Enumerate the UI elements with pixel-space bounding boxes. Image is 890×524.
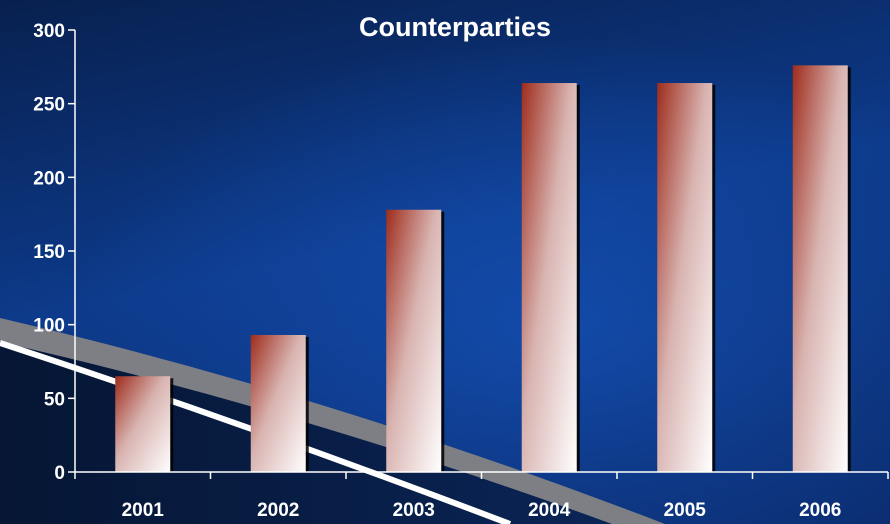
- y-tick-label: 250: [33, 95, 65, 116]
- x-ticks: 2001 2002 2003 2004 2005 2006: [74, 472, 889, 521]
- bar-2003: [386, 209, 442, 472]
- bar-2001: [115, 376, 171, 472]
- y-tick-label: 100: [33, 316, 65, 337]
- x-tick-label: 2004: [528, 500, 571, 521]
- y-ticks: 0 50 100 150 200 250 300: [33, 21, 75, 484]
- bars: [115, 65, 851, 473]
- y-tick-label: 200: [33, 168, 65, 189]
- y-tick-label: 150: [33, 242, 65, 263]
- x-tick-label: 2001: [122, 500, 165, 521]
- x-tick-label: 2005: [664, 500, 707, 521]
- y-tick-label: 0: [54, 463, 65, 484]
- x-tick-label: 2002: [257, 500, 299, 521]
- y-tick-label: 50: [44, 389, 65, 410]
- chart-title: Counterparties: [359, 12, 551, 42]
- bar-2006: [792, 65, 848, 473]
- x-tick-label: 2006: [799, 500, 841, 521]
- x-tick-label: 2003: [393, 500, 435, 521]
- bar-2004: [521, 83, 577, 472]
- y-tick-label: 300: [33, 21, 65, 42]
- bar-2002: [250, 334, 306, 472]
- bar-2005: [657, 83, 713, 472]
